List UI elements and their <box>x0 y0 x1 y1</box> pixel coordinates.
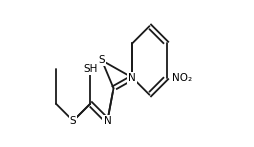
Text: SH: SH <box>83 64 97 74</box>
Text: S: S <box>70 116 76 126</box>
Text: N: N <box>128 73 136 83</box>
Text: S: S <box>98 55 105 65</box>
Text: N: N <box>103 116 111 126</box>
Text: NO₂: NO₂ <box>172 73 192 83</box>
